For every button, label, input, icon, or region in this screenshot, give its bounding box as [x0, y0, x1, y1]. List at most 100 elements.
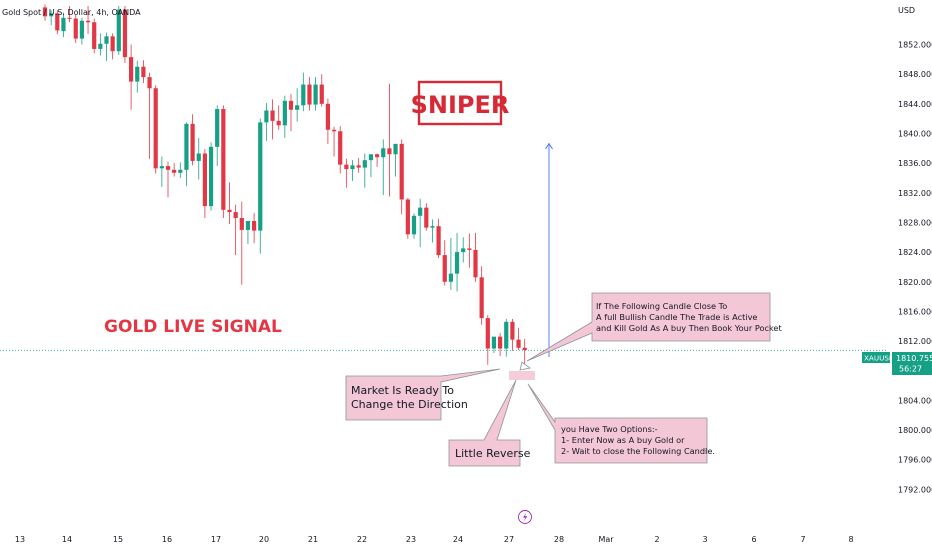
candle-body: [245, 220, 251, 230]
x-tick-label: 23: [406, 535, 416, 544]
y-tick-label: 1840.000: [898, 129, 932, 138]
candle-body: [61, 17, 66, 32]
candle-body: [504, 321, 509, 349]
candle-body: [42, 7, 48, 17]
x-tick-label: 7: [800, 535, 805, 544]
symbol-label: XAUUSD: [864, 354, 895, 363]
price-axis[interactable]: USD 1852.000 1848.000 1844.000 1840.000 1836…: [898, 6, 932, 494]
candle-body: [270, 110, 275, 121]
following-candle-callout: If The Following Candle Close To A full …: [526, 292, 782, 362]
candle-body: [424, 207, 429, 228]
options-line-2: 1- Enter Now as A buy Gold or: [561, 435, 685, 445]
candle-body: [288, 100, 294, 110]
candle-body: [307, 84, 312, 105]
y-tick-label: 1816.000: [898, 307, 932, 316]
candle-body: [98, 43, 103, 49]
candle-body: [184, 123, 189, 170]
y-tick-label: 1796.000: [898, 456, 932, 465]
sniper-text: SNIPER: [411, 91, 510, 119]
countdown-label: 56:27: [899, 365, 922, 374]
candle-body: [165, 166, 171, 170]
candle-body: [178, 169, 183, 173]
candle-body: [479, 277, 484, 319]
candle-body: [461, 248, 466, 253]
candle-body: [104, 36, 109, 44]
little-reverse-callout: Little Reverse: [448, 379, 531, 467]
price-label: 1810.755: [896, 354, 932, 363]
candle-body: [282, 100, 287, 126]
y-tick-label: 1820.000: [898, 278, 932, 287]
candle-body: [473, 249, 478, 278]
candle-body: [190, 123, 195, 161]
market-ready-line-2: Change the Direction: [351, 398, 468, 411]
lightning-icon[interactable]: [518, 510, 532, 524]
candle-body: [67, 17, 72, 19]
y-tick-label: 1836.000: [898, 159, 932, 168]
candle-body: [516, 339, 521, 348]
candle-body: [49, 13, 54, 17]
candle-body: [110, 36, 115, 52]
symbol-tag: [862, 352, 890, 363]
y-tick-label: 1812.000: [898, 337, 932, 346]
candle-body: [196, 153, 201, 161]
x-tick-label: 21: [308, 535, 318, 544]
candle-body: [350, 165, 355, 170]
candle-body: [153, 88, 158, 169]
candle-body: [221, 109, 226, 210]
candle-body: [135, 66, 140, 82]
candle-body: [485, 318, 490, 349]
x-tick-label: 14: [62, 535, 72, 544]
candle-body: [375, 154, 380, 158]
candle-body: [405, 199, 410, 235]
candle-body: [264, 110, 269, 123]
target-arrow: [545, 142, 553, 357]
candle-body: [442, 255, 447, 282]
options-line-3: 2- Wait to close the Following Candle.: [561, 446, 715, 456]
y-tick-label: 1800.000: [898, 426, 932, 435]
candle-body: [399, 143, 404, 200]
candle-body: [436, 226, 441, 256]
little-reverse-label: Little Reverse: [455, 447, 531, 460]
candle-body: [448, 273, 453, 282]
candle-body: [92, 22, 97, 49]
candle-body: [393, 143, 398, 155]
x-tick-label: 20: [259, 535, 269, 544]
sniper-logo: SNIPER: [411, 80, 510, 126]
candle-body: [381, 148, 386, 158]
candle-body: [147, 77, 152, 89]
gold-live-signal: GOLD LIVE SIGNAL: [104, 317, 282, 337]
y-tick-label: 1824.000: [898, 248, 932, 257]
market-ready-line-1: Market Is Ready To: [351, 384, 454, 397]
time-axis[interactable]: 13 14 15 16 17 20 21 22 23 24 27 28 Mar 2 3 6 7 8: [15, 535, 854, 544]
x-tick-label: 17: [211, 535, 221, 544]
market-ready-callout: Market Is Ready To Change the Direction: [345, 368, 501, 421]
candle-body: [239, 218, 244, 230]
candle-body: [411, 215, 417, 235]
entry-zone: [509, 371, 535, 380]
x-tick-label: 15: [113, 535, 123, 544]
candle-body: [85, 20, 91, 23]
candle-body: [362, 160, 367, 168]
candle-body: [467, 248, 472, 250]
candle-body: [331, 129, 337, 132]
candle-body: [172, 169, 177, 173]
following-line-3: and Kill Gold As A buy Then Book Your Po…: [596, 323, 782, 333]
x-tick-label: 22: [357, 535, 367, 544]
x-tick-label: 6: [751, 535, 756, 544]
candle-body: [491, 336, 497, 349]
price-tag: XAUUSD 1810.755 56:27: [862, 352, 932, 375]
candle-body: [356, 165, 361, 168]
candle-body: [430, 226, 435, 228]
x-tick-label: 13: [15, 535, 25, 544]
x-tick-label: 24: [453, 535, 463, 544]
candle-body: [418, 207, 423, 216]
candle-body: [313, 84, 318, 105]
candle-body: [510, 321, 515, 340]
following-line-2: A full Bullish Candle The Trade is Activ…: [596, 312, 757, 322]
candle-body: [79, 20, 84, 39]
candle-body: [522, 347, 527, 350]
candle-body: [344, 164, 349, 170]
candle-body: [202, 153, 207, 207]
candle-body: [141, 66, 146, 78]
